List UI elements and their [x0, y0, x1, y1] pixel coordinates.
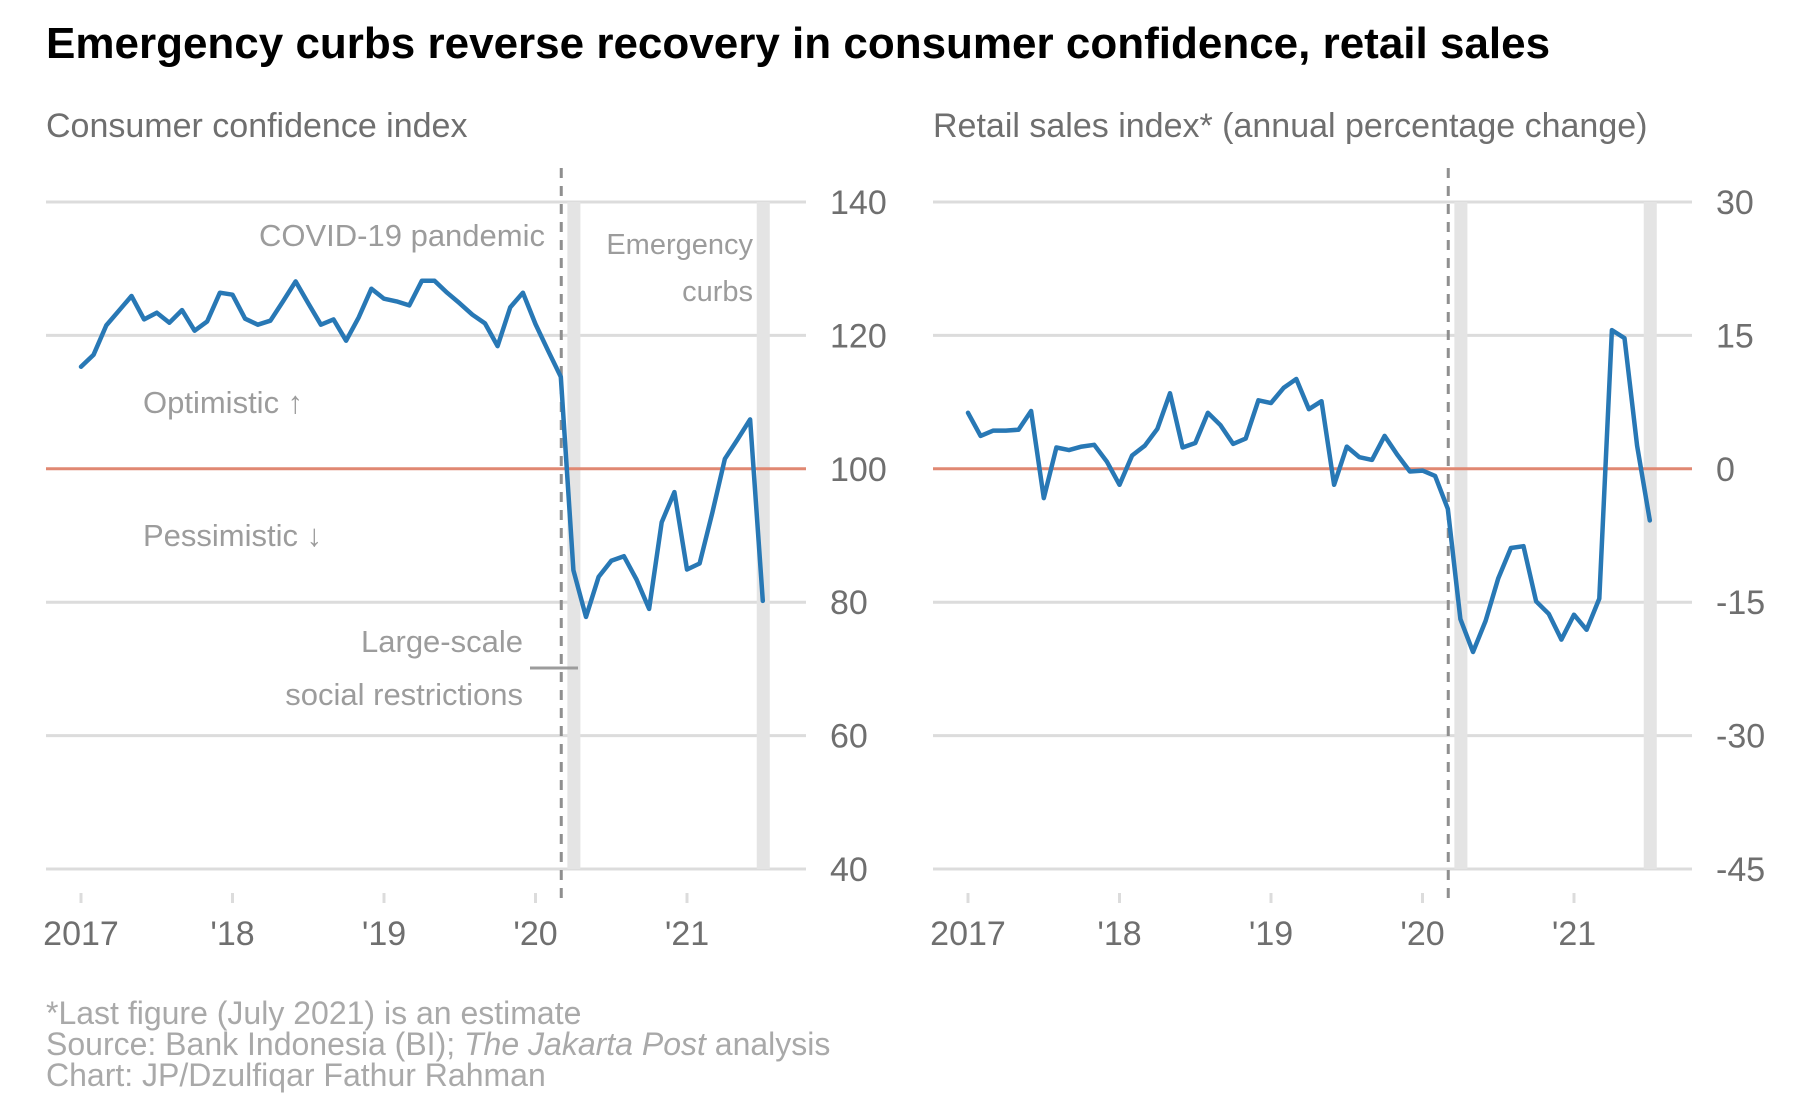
footer-source-prefix: Source: Bank Indonesia (BI);: [46, 1026, 464, 1062]
y-axis-left: 140 120 100 80 60 40: [830, 184, 887, 889]
annotation-psbb-line1: Large-scale: [361, 624, 523, 659]
y-tick-label: 80: [830, 584, 868, 622]
gridlines-right: [933, 200, 1692, 871]
x-tick-label: '19: [1249, 915, 1293, 953]
x-tick-label: 2017: [930, 915, 1006, 953]
y-tick-label: 15: [1716, 317, 1754, 355]
footer-source: Source: Bank Indonesia (BI); The Jakarta…: [46, 1026, 830, 1062]
y-tick-label: 30: [1716, 184, 1754, 222]
y-tick-label: 0: [1716, 451, 1735, 489]
annotation-psbb-line2: social restrictions: [285, 677, 523, 712]
footer-source-suffix: analysis: [706, 1026, 831, 1062]
x-axis-left: 2017 '18 '19 '20 '21: [43, 893, 709, 953]
consumer-confidence-line: [78, 278, 766, 620]
x-axis-right: 2017 '18 '19 '20 '21: [930, 893, 1596, 953]
panel-retail-sales: Retail sales index* (annual percentage c…: [930, 107, 1765, 953]
annotation-pessimistic: Pessimistic ↓: [143, 518, 322, 553]
emergency-curbs-band: [567, 202, 581, 869]
annotation-covid-pandemic: COVID-19 pandemic: [259, 218, 545, 253]
annotation-optimistic: Optimistic ↑: [143, 385, 303, 420]
x-tick-label: '20: [1400, 915, 1444, 953]
y-tick-label: 40: [830, 851, 868, 889]
y-tick-label: 60: [830, 718, 868, 756]
chart-title: Emergency curbs reverse recovery in cons…: [46, 19, 1550, 68]
footer: *Last figure (July 2021) is an estimate …: [46, 995, 830, 1093]
emergency-curbs-bands-right: [1454, 202, 1657, 869]
emergency-curbs-band: [1643, 202, 1657, 869]
panel-title-retail-sales: Retail sales index* (annual percentage c…: [933, 107, 1647, 145]
emergency-curbs-band: [1454, 202, 1468, 869]
y-tick-label: -45: [1716, 851, 1765, 889]
annotation-emergency-curbs-line2: curbs: [682, 276, 753, 308]
panel-consumer-confidence: Consumer confidence index 140 120 100 80 60 4…: [43, 107, 887, 953]
gridlines-left: [46, 200, 806, 871]
panel-title-consumer-confidence: Consumer confidence index: [46, 107, 467, 145]
y-axis-right: 30 15 0 -15 -30 -45: [1716, 184, 1765, 889]
x-tick-label: '18: [210, 915, 254, 953]
y-tick-label: -15: [1716, 584, 1765, 622]
x-tick-label: '19: [362, 915, 406, 953]
emergency-curbs-band: [756, 202, 770, 869]
retail-sales-line: [965, 327, 1653, 655]
emergency-curbs-bands-left: [567, 202, 770, 869]
x-tick-label: '20: [513, 915, 557, 953]
annotation-emergency-curbs-line1: Emergency: [606, 229, 753, 261]
footer-note: *Last figure (July 2021) is an estimate: [46, 995, 581, 1031]
y-tick-label: 100: [830, 451, 887, 489]
x-tick-label: 2017: [43, 915, 119, 953]
x-tick-label: '21: [665, 915, 709, 953]
y-tick-label: -30: [1716, 718, 1765, 756]
x-tick-label: '18: [1097, 915, 1141, 953]
y-tick-label: 140: [830, 184, 887, 222]
x-tick-label: '21: [1552, 915, 1596, 953]
y-tick-label: 120: [830, 317, 887, 355]
footer-credit: Chart: JP/Dzulfiqar Fathur Rahman: [46, 1057, 546, 1093]
footer-source-publication: The Jakarta Post: [464, 1026, 707, 1062]
